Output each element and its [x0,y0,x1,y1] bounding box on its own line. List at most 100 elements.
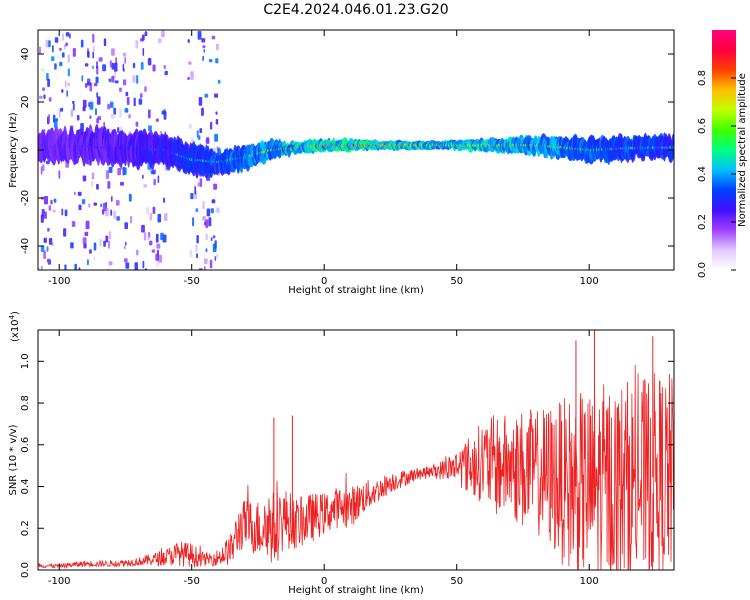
noise-speckle [161,110,164,115]
colorbar-tick-label: 0.4 [697,166,708,182]
noise-speckle [54,37,59,43]
noise-speckle [98,57,103,62]
noise-speckle [114,80,119,84]
y-tick-label: 20 [20,96,31,109]
noise-speckle [161,30,165,38]
noise-speckle [138,98,143,105]
y-tick-label: 0.4 [20,479,31,495]
noise-speckle [215,111,218,115]
noise-speckle [188,61,192,65]
noise-speckle [53,198,57,203]
noise-speckle [108,78,111,82]
noise-speckle [82,175,87,182]
noise-speckle [142,260,145,269]
x-tick-label: -50 [184,576,200,587]
noise-speckle [78,267,81,270]
noise-speckle [215,253,219,259]
noise-speckle [85,220,90,230]
noise-speckle [64,209,68,217]
noise-speckle [115,57,118,65]
y-tick-label: 0.2 [20,520,31,536]
noise-speckle [153,178,156,186]
noise-speckle [150,170,155,175]
noise-speckle [216,43,219,51]
x-tick-label: 50 [450,576,463,587]
noise-speckle [111,196,113,202]
noise-speckle [201,38,206,43]
noise-speckle [164,213,168,221]
noise-speckle [77,191,82,196]
x-tick-label: -50 [184,276,200,287]
noise-speckle [46,258,50,263]
noise-speckle [124,245,126,250]
x-tick-label: -100 [48,576,71,587]
y-tick-label: 0.6 [20,437,31,453]
noise-speckle [128,193,132,202]
noise-speckle [54,63,57,70]
noise-speckle [65,42,68,47]
snr-panel: -100 -50 0 50 100 0.0 0.2 0.4 0.6 0.8 1.0 Height … [8,311,675,596]
y-tick-label: 0.8 [20,395,31,411]
noise-speckle [140,38,144,42]
y-tick-label: 0 [20,147,31,153]
snr-frame [37,329,675,571]
noise-speckle [204,258,208,265]
noise-speckle [48,97,52,102]
noise-speckle [123,79,127,86]
noise-speckle [196,253,198,259]
noise-speckle [109,60,112,68]
noise-speckle [214,133,218,142]
y-tick-label: -40 [20,238,31,254]
noise-speckle [142,48,145,56]
noise-speckle [151,249,156,253]
noise-speckle [124,108,129,113]
noise-speckle [70,242,74,249]
chart-title: C2E4.2024.046.01.23.G20 [263,2,449,18]
noise-speckle [66,90,68,97]
spectrogram-image [38,30,674,270]
noise-speckle [91,180,94,188]
noise-speckle [69,33,71,39]
snr-y-scale: (x104) [8,311,21,342]
y-tick-label: 0.0 [20,562,31,578]
noise-speckle [78,204,82,211]
noise-speckle [113,210,117,219]
noise-speckle [215,58,219,64]
noise-speckle [217,79,221,84]
noise-speckle [135,40,139,49]
noise-speckle [204,221,206,226]
noise-speckle [147,58,152,66]
snr-x-axis: -100 -50 0 50 100 [48,330,599,587]
noise-speckle [194,186,196,195]
noise-speckle [106,269,110,270]
colorbar: 0.0 0.2 0.4 0.6 0.8 Normalized spectral ampl… [697,30,748,278]
noise-speckle [149,212,152,221]
noise-speckle [212,243,217,253]
noise-speckle [119,87,122,92]
x-tick-label: 0 [321,276,327,287]
noise-speckle [187,76,190,80]
noise-speckle [103,202,107,212]
noise-speckle [124,57,126,64]
noise-speckle [96,96,101,105]
noise-speckle [119,108,123,118]
noise-speckle [133,97,136,107]
noise-speckle [96,92,99,98]
noise-speckle [116,216,120,221]
noise-speckle [41,68,45,72]
noise-speckle [40,214,44,223]
noise-speckle [43,211,47,219]
noise-speckle [84,231,89,237]
spectrogram-x-axis: -100 -50 0 50 100 [48,30,599,287]
noise-speckle [96,61,98,69]
noise-speckle [87,259,89,266]
noise-speckle [58,170,61,179]
noise-speckle [108,240,111,249]
noise-speckle [42,164,45,172]
noise-speckle [128,114,132,119]
noise-speckle [65,32,70,37]
noise-speckle [47,78,50,87]
noise-speckle [204,266,206,270]
noise-speckle [63,228,67,237]
noise-speckle [205,138,210,144]
